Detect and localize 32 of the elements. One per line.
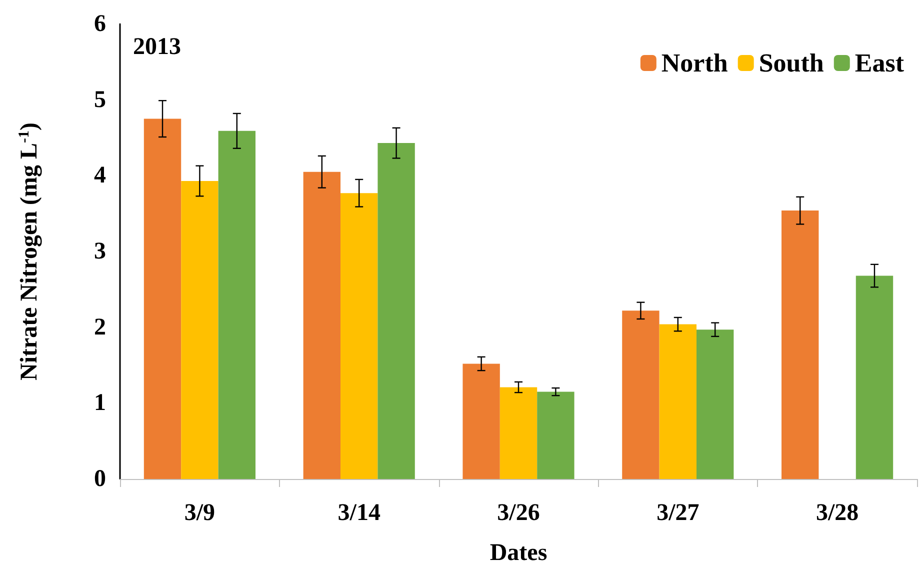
bar: [378, 143, 415, 479]
y-tick-label: 4: [94, 162, 106, 189]
x-tick-label: 3/26: [497, 500, 540, 526]
bar: [782, 210, 819, 479]
x-tick-label: 3/27: [656, 500, 700, 526]
bar: [218, 130, 256, 479]
bar: [659, 324, 696, 479]
bar: [181, 180, 218, 479]
y-tick-label: 2: [94, 314, 106, 340]
bar: [303, 172, 341, 479]
x-tick-label: 3/28: [816, 500, 859, 526]
annotation: 2013: [133, 34, 181, 60]
bar: [537, 392, 574, 479]
bar: [622, 310, 660, 479]
bar: [462, 364, 500, 479]
y-tick-label: 6: [94, 11, 106, 37]
legend-label: North: [661, 48, 728, 78]
y-axis-title: Nitrate Nitrogen (mg L-1): [16, 122, 42, 380]
y-tick-label: 5: [94, 86, 106, 113]
legend-label: East: [854, 48, 904, 78]
x-tick-label: 3/14: [338, 500, 380, 526]
legend-label: South: [758, 48, 824, 78]
x-tick-label: 3/9: [184, 500, 216, 526]
bar: [340, 193, 378, 479]
bar: [500, 387, 538, 479]
bar: [696, 330, 734, 479]
y-tick-label: 3: [94, 238, 106, 264]
y-tick-label: 1: [94, 390, 106, 416]
y-tick-label: 0: [94, 466, 106, 492]
bar: [856, 276, 894, 479]
x-axis-title: Dates: [490, 540, 548, 566]
bar: [144, 118, 182, 479]
